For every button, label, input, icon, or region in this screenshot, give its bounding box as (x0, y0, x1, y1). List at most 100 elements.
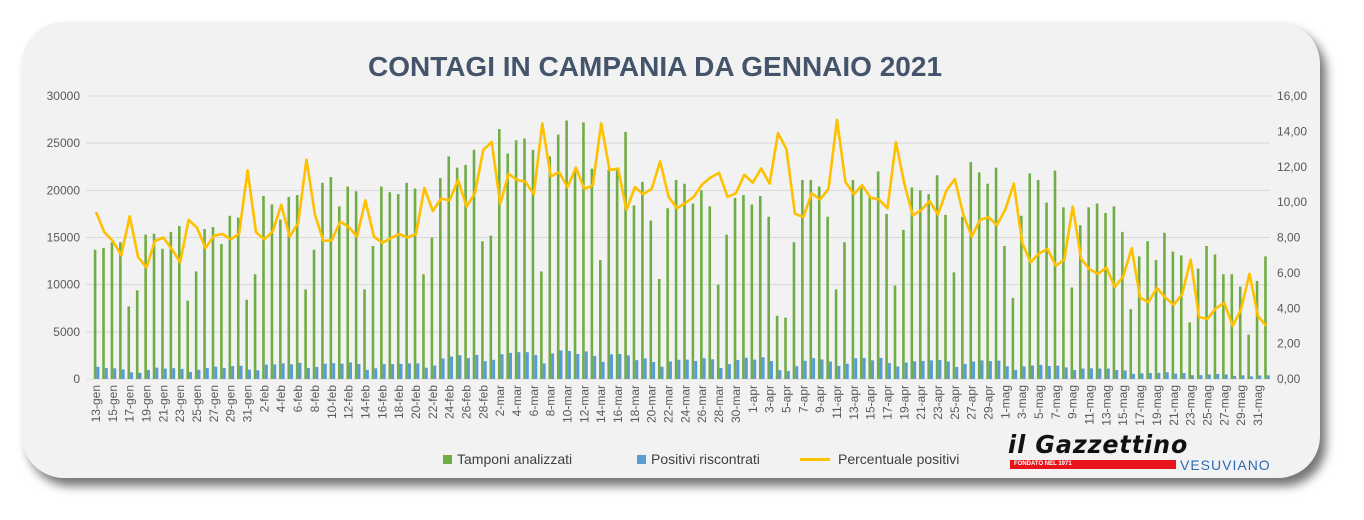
x-axis-tick: 2-feb (257, 385, 271, 413)
x-axis-tick: 18-feb (392, 385, 406, 419)
x-axis-tick: 10-feb (325, 385, 339, 419)
x-axis-tick: 25-gen (190, 385, 204, 422)
bar-positivi (483, 361, 487, 379)
x-axis-tick: 19-mag (1150, 385, 1164, 426)
bar-positivi (231, 366, 235, 379)
legend-item-tamponi: Tamponi analizzati (443, 451, 572, 467)
bar-tamponi (161, 248, 164, 379)
bar-tamponi (918, 190, 922, 379)
bar-tamponi (801, 179, 804, 379)
x-axis-tick: 5-mag (1032, 385, 1046, 419)
bar-positivi (500, 354, 504, 379)
bar-positivi (433, 365, 437, 379)
bar-positivi (1191, 375, 1194, 379)
legend-label: Tamponi analizzati (457, 451, 573, 467)
bar-positivi (542, 363, 546, 379)
bar-positivi (1182, 373, 1186, 379)
bar-tamponi (758, 195, 762, 379)
bar-positivi (1157, 372, 1161, 379)
left-axis-tick: 25000 (47, 136, 81, 150)
bar-positivi (879, 357, 883, 379)
bar-positivi (239, 365, 243, 379)
bar-positivi (744, 357, 748, 379)
bar-tamponi (1104, 212, 1107, 379)
x-axis-tick: 4-feb (274, 385, 288, 413)
bar-tamponi (582, 122, 585, 379)
bar-positivi (719, 368, 723, 379)
x-axis-tick: 12-mar (577, 385, 591, 423)
bar-tamponi (716, 284, 720, 379)
x-axis-tick: 3-apr (763, 385, 777, 413)
x-axis-tick: 29-apr (982, 385, 996, 420)
bar-tamponi (1238, 286, 1242, 379)
bar-positivi (761, 357, 765, 379)
bar-tamponi (986, 183, 989, 379)
bar-tamponi (127, 306, 131, 379)
bar-tamponi (641, 181, 644, 379)
bar-positivi (525, 352, 529, 379)
bar-positivi (1115, 370, 1119, 379)
bar-tamponi (186, 300, 190, 379)
bar-positivi (685, 359, 689, 379)
bar-tamponi (422, 274, 425, 379)
bar-positivi (1081, 368, 1085, 379)
bar-positivi (803, 360, 807, 379)
bar-positivi (323, 363, 327, 379)
bar-positivi (921, 360, 925, 379)
bar-positivi (180, 368, 184, 379)
bar-tamponi (203, 229, 206, 379)
bar-tamponi (439, 178, 442, 379)
legend-label: Percentuale positivi (838, 451, 960, 467)
bar-positivi (946, 361, 950, 379)
bar-positivi (1199, 375, 1203, 379)
bar-positivi (1123, 370, 1127, 379)
logo-red-bar (1010, 460, 1176, 469)
bar-positivi (357, 363, 361, 379)
legend-swatch-green (443, 454, 452, 464)
bar-positivi (1098, 368, 1102, 379)
bar-positivi (770, 361, 773, 379)
bar-positivi (812, 358, 816, 379)
legend-line-yellow (800, 457, 830, 461)
bar-positivi (1207, 374, 1211, 379)
bar-tamponi (910, 187, 914, 379)
bar-positivi (441, 358, 445, 379)
bar-positivi (828, 361, 832, 379)
bar-tamponi (1036, 179, 1040, 379)
bar-tamponi (952, 272, 956, 379)
bar-tamponi (464, 164, 467, 379)
bar-positivi (492, 359, 496, 379)
x-axis-tick: 29-gen (224, 385, 238, 422)
x-axis-tick: 21-gen (156, 385, 170, 422)
x-axis-tick: 9-apr (813, 385, 827, 413)
bar-tamponi (1255, 280, 1259, 379)
x-axis-tick: 23-apr (931, 385, 945, 420)
bar-tamponi (455, 167, 459, 379)
x-axis-tick: 28-mar (712, 385, 726, 423)
bar-positivi (466, 358, 470, 379)
bar-tamponi (674, 179, 678, 379)
x-axis-tick: 1-apr (746, 385, 760, 413)
bar-positivi (1132, 373, 1136, 379)
bar-positivi (1224, 374, 1228, 379)
x-axis-tick: 7-mag (1049, 385, 1063, 419)
bar-tamponi (565, 120, 568, 379)
bar-tamponi (666, 208, 669, 379)
x-axis-tick: 2-mar (493, 385, 507, 416)
bar-positivi (508, 352, 512, 379)
bar-tamponi (228, 215, 232, 379)
bar-tamponi (944, 214, 947, 379)
bar-tamponi (902, 229, 905, 379)
x-axis-tick: 24-mar (678, 385, 692, 423)
bar-tamponi (624, 131, 627, 379)
bar-tamponi (1196, 268, 1200, 379)
bar-positivi (382, 364, 386, 379)
bar-tamponi (321, 182, 324, 379)
bar-tamponi (540, 271, 543, 379)
bar-positivi (534, 355, 538, 379)
bar-positivi (778, 370, 782, 379)
bar-tamponi (102, 247, 105, 379)
bar-tamponi (346, 186, 349, 379)
x-axis-tick: 11-mag (1083, 385, 1097, 425)
bar-positivi (643, 358, 647, 379)
